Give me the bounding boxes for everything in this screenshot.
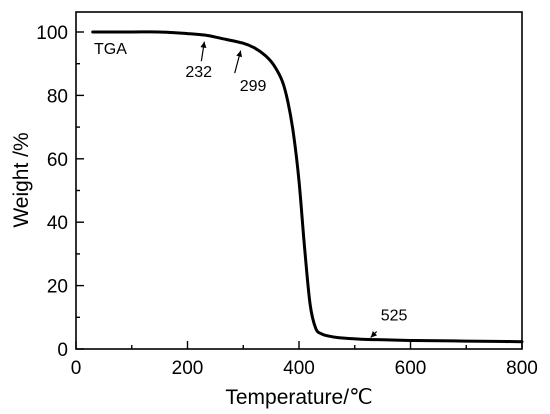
annotations: 232 299 525	[185, 41, 408, 338]
tga-curve	[91, 30, 524, 344]
annotation-label: 232	[185, 64, 212, 81]
y-tick-label: 100	[36, 23, 68, 44]
annotation-232: 232	[185, 41, 212, 81]
x-tick-label: 800	[506, 358, 538, 379]
y-axis-title: Weight /%	[10, 132, 33, 227]
y-tick-label: 20	[47, 277, 68, 298]
annotation-299: 299	[234, 50, 267, 95]
annotation-arrowhead	[370, 331, 378, 338]
y-tick-label: 0	[57, 340, 68, 361]
x-tick-label: 200	[172, 358, 204, 379]
x-axis-title: Temperature/℃	[225, 386, 372, 409]
annotation-525: 525	[370, 307, 408, 338]
x-tick-label: 600	[395, 358, 427, 379]
x-tick-label: 400	[283, 358, 315, 379]
annotation-arrowhead	[236, 50, 243, 58]
annotation-label: 525	[381, 307, 408, 324]
x-axis-ticks: 0 200 400 600 800	[71, 341, 538, 379]
y-tick-label: 80	[47, 86, 68, 107]
x-tick-label: 0	[71, 358, 82, 379]
y-axis-ticks: 0 20 40 60 80 100	[36, 23, 84, 361]
legend-label-tga: TGA	[94, 41, 127, 58]
y-tick-label: 40	[47, 213, 68, 234]
y-tick-label: 60	[47, 150, 68, 171]
annotation-label: 299	[240, 78, 267, 95]
annotation-arrowhead	[200, 41, 207, 49]
